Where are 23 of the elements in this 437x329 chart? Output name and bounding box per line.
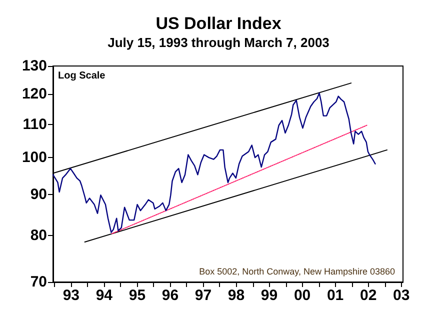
y-tick-label: 70 [30,274,47,290]
y-tick-label: 80 [30,226,47,244]
chart-subtitle: July 15, 1993 through March 7, 2003 [108,35,330,50]
chart-title: US Dollar Index [156,14,282,33]
x-tick-label: 94 [96,287,114,304]
y-tick-label: 110 [22,116,47,133]
x-tick-label: 97 [194,287,212,304]
y-tick-label: 90 [30,186,47,203]
annotation: Box 5002, North Conway, New Hampshire 03860 [199,266,396,276]
x-tick-label: 93 [62,287,80,304]
line-series [52,92,376,233]
annotation: Log Scale [58,70,106,82]
y-tick-label: 130 [22,58,47,74]
x-tick-label: 01 [326,287,344,304]
x-tick-label: 96 [162,287,179,304]
y-tick-label: 120 [22,85,47,102]
x-tick-label: 03 [393,287,410,304]
x-tick-label: 95 [128,287,146,304]
x-tick-label: 98 [228,287,245,304]
x-tick-label: 00 [294,287,311,304]
y-tick-label: 100 [22,149,47,166]
x-tick-label: 99 [260,287,278,304]
x-tick-label: 02 [360,287,377,304]
